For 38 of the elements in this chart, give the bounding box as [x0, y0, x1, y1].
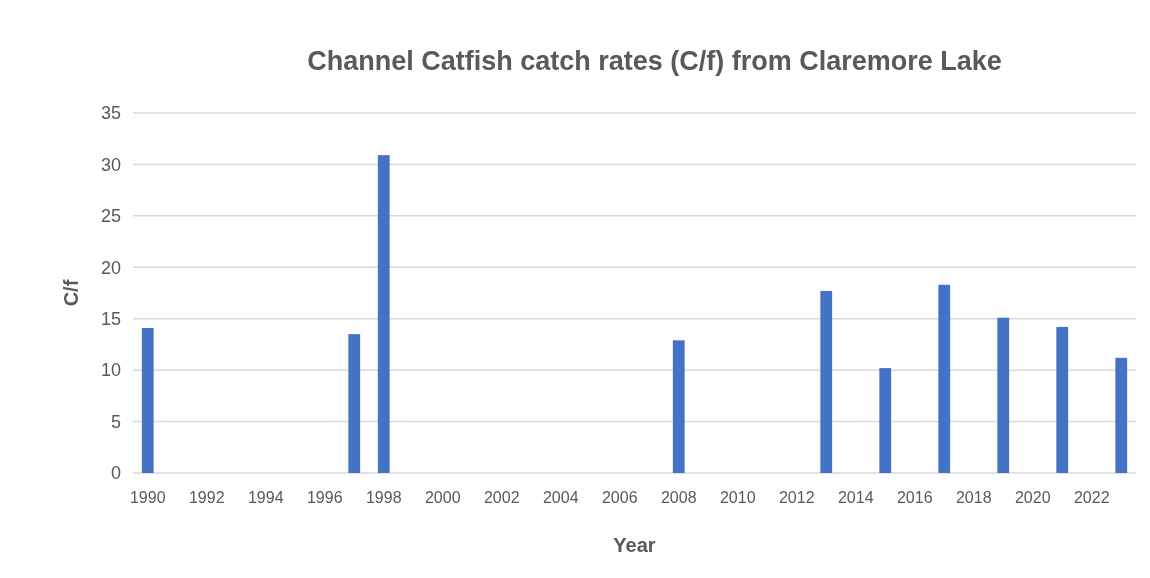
y-tick-label: 20 — [100, 257, 121, 278]
x-tick-label: 2012 — [778, 489, 815, 506]
y-tick-label: 15 — [100, 309, 121, 330]
bar — [377, 155, 390, 473]
y-tick-label: 30 — [100, 154, 121, 175]
x-tick-label: 2010 — [719, 489, 756, 506]
x-tick-label: 2006 — [601, 489, 638, 506]
bar — [1056, 326, 1069, 473]
y-tick-label: 5 — [110, 411, 121, 432]
bar — [348, 334, 361, 473]
y-tick-label: 0 — [110, 463, 121, 484]
bar — [938, 284, 951, 473]
bar — [1115, 357, 1128, 473]
x-tick-label: 1994 — [247, 489, 284, 506]
x-tick-label: 2020 — [1014, 489, 1051, 506]
chart-title: Channel Catfish catch rates (C/f) from Claremore Lake — [307, 46, 1002, 76]
bar — [997, 317, 1010, 473]
y-axis-title: C/f — [60, 279, 82, 307]
x-tick-label: 1996 — [306, 489, 343, 506]
x-tick-label: 2018 — [955, 489, 992, 506]
x-axis-title: Year — [613, 534, 656, 556]
x-tick-label: 2014 — [837, 489, 874, 506]
bar — [879, 368, 892, 473]
x-tick-label: 1998 — [365, 489, 402, 506]
x-tick-label: 2002 — [483, 489, 520, 506]
x-tick-label: 2008 — [660, 489, 697, 506]
y-tick-label: 35 — [100, 103, 121, 124]
bar — [141, 327, 154, 473]
x-tick-label: 1990 — [129, 489, 166, 506]
x-tick-label: 2022 — [1073, 489, 1110, 506]
bar — [820, 290, 833, 473]
x-tick-label: 2000 — [424, 489, 461, 506]
x-tick-label: 1992 — [188, 489, 225, 506]
bar — [672, 340, 685, 473]
y-tick-label: 10 — [100, 360, 121, 381]
x-tick-label: 2016 — [896, 489, 933, 506]
y-tick-label: 25 — [100, 206, 121, 227]
x-tick-label: 2004 — [542, 489, 579, 506]
